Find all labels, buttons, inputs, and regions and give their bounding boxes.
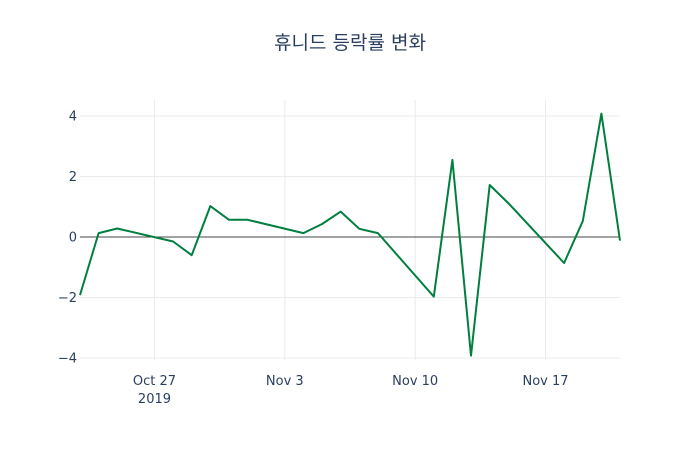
chart-title: 휴니드 등락률 변화: [274, 32, 426, 54]
x-tick-label: Oct 27: [133, 374, 176, 389]
y-tick-label: 2: [69, 170, 77, 185]
y-tick-label: 0: [69, 231, 77, 246]
y-tick-label: 4: [69, 110, 77, 125]
series-line: [79, 112, 621, 357]
x-tick-label: Nov 3: [266, 374, 304, 389]
x-tick-label: Nov 17: [522, 374, 568, 389]
y-tick-label: −2: [58, 291, 77, 306]
y-tick-label: −4: [58, 352, 77, 367]
x-tick-label: Nov 10: [392, 374, 438, 389]
x-tick-sublabel: 2019: [138, 392, 171, 407]
